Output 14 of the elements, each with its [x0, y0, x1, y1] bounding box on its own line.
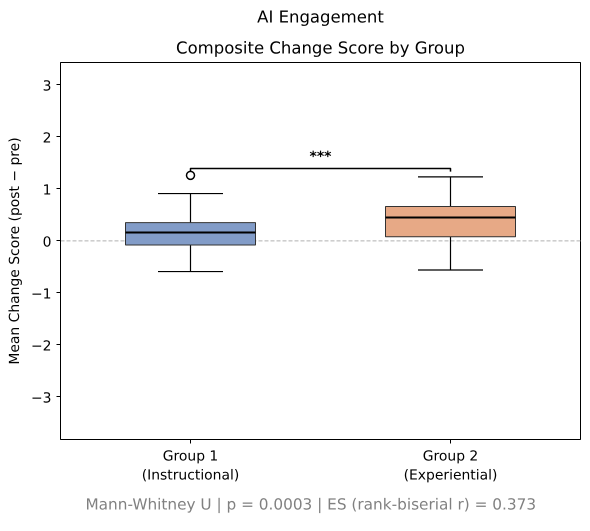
y-tick-label: 2 [42, 130, 52, 146]
chart-subtitle: Composite Change Score by Group [176, 38, 465, 58]
y-axis-title: Mean Change Score (post − pre) [7, 137, 24, 365]
y-tick-label: 1 [42, 182, 52, 198]
x-tick-label: Group 1 (Instructional) [142, 448, 240, 484]
y-tick-label: −1 [31, 286, 52, 302]
text: Mann-Whitney U | p = 0.0003 | ES (rank-biserial r) = 0.373 [85, 496, 536, 514]
y-tick-label: 0 [42, 234, 52, 250]
chart-title: AI Engagement [257, 8, 384, 26]
y-tick-label: −3 [31, 390, 52, 406]
annotation: *** [310, 148, 332, 165]
x-tick-label: Group 2 (Experiential) [404, 448, 498, 484]
y-tick-label: 3 [42, 78, 52, 94]
y-tick-label: −2 [31, 338, 52, 354]
